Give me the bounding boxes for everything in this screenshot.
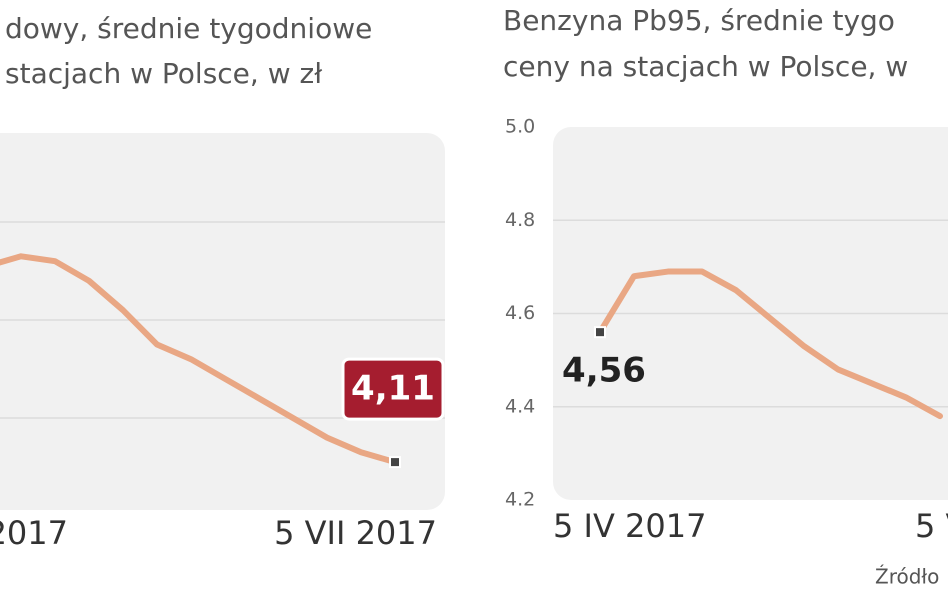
y-tick-label: 4.6 xyxy=(505,302,535,324)
y-tick-label: 4.4 xyxy=(505,395,535,417)
chart-title: Benzyna Pb95, średnie tygo xyxy=(503,4,895,37)
chart-title: dowy, średnie tygodniowe xyxy=(5,12,372,45)
x-tick-label: 5 VII 2017 xyxy=(274,514,437,552)
chart-title: ceny na stacjach w Polsce, w xyxy=(503,50,908,83)
end-marker xyxy=(594,326,606,339)
y-tick-label: 4.2 xyxy=(505,489,535,511)
x-tick-label: 2017 xyxy=(0,514,68,552)
end-marker xyxy=(389,456,401,469)
chart-title: stacjach w Polsce, w zł xyxy=(5,57,322,90)
value-label-box xyxy=(341,357,445,421)
value-label: 4,11 xyxy=(351,369,435,409)
x-tick-label: 5 IV 2017 xyxy=(553,507,706,545)
series-line xyxy=(597,268,943,420)
source: Źródło xyxy=(875,565,939,589)
x-tick-label: 5 V xyxy=(915,507,948,545)
plot-background xyxy=(0,133,445,510)
y-tick-label: 4.8 xyxy=(505,209,535,231)
series-line xyxy=(0,253,398,466)
y-tick-label: 5.0 xyxy=(505,116,535,138)
value-label: 4,56 xyxy=(562,351,646,391)
